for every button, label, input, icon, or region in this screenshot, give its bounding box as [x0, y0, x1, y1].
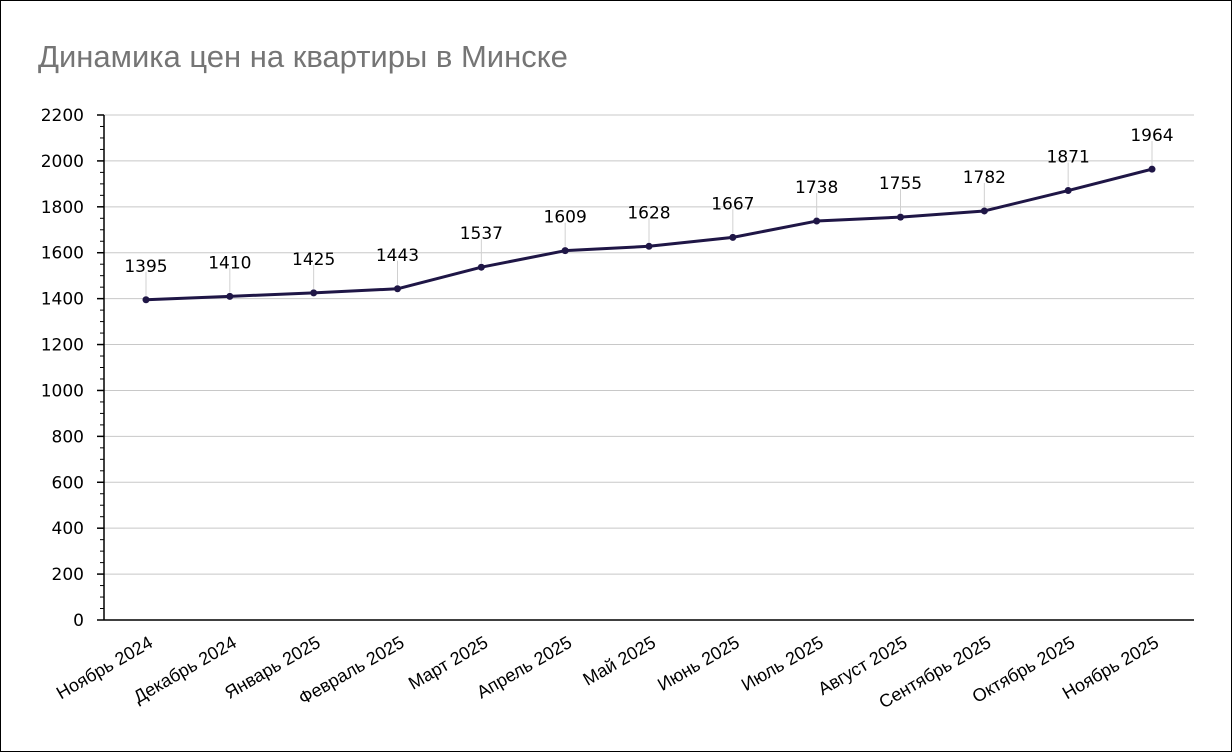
- data-point-12: [1148, 165, 1156, 173]
- data-label-5: 1609: [544, 208, 587, 228]
- data-point-7: [729, 233, 737, 241]
- data-point-2: [310, 289, 318, 297]
- y-tick-label-1800: 1800: [41, 198, 84, 218]
- data-label-10: 1782: [963, 168, 1006, 188]
- data-point-1: [226, 292, 234, 300]
- data-label-3: 1443: [376, 246, 419, 266]
- data-point-0: [142, 296, 150, 304]
- y-tick-label-1200: 1200: [41, 336, 84, 356]
- data-label-7: 1667: [711, 194, 754, 214]
- data-label-2: 1425: [292, 250, 335, 270]
- x-tick-label-6: Май 2025: [579, 632, 659, 689]
- y-tick-label-1000: 1000: [41, 381, 84, 401]
- x-tick-label-12: Ноябрь 2025: [1059, 632, 1162, 703]
- data-label-4: 1537: [460, 224, 503, 244]
- y-tick-label-0: 0: [73, 611, 84, 631]
- y-tick-label-2200: 2200: [41, 106, 84, 126]
- y-tick-label-600: 600: [52, 473, 84, 493]
- chart-title: Динамика цен на квартиры в Минске: [38, 39, 568, 74]
- x-tick-label-5: Апрель 2025: [473, 632, 575, 702]
- data-label-9: 1755: [879, 174, 922, 194]
- data-point-4: [477, 263, 485, 271]
- data-labels: 1395 1410 1425 1443 1537 1609 1628 1667 1738 1755…: [124, 126, 1174, 296]
- data-point-6: [645, 242, 653, 250]
- data-point-9: [897, 213, 904, 221]
- y-tick-label-1600: 1600: [41, 244, 84, 264]
- data-label-11: 1871: [1047, 148, 1090, 168]
- data-point-3: [394, 285, 401, 293]
- x-tick-label-8: Июль 2025: [738, 632, 827, 695]
- data-point-5: [561, 247, 569, 255]
- price-series: [142, 165, 1156, 304]
- y-tick-label-400: 400: [52, 519, 84, 539]
- data-label-1: 1410: [208, 253, 251, 273]
- data-label-8: 1738: [795, 178, 838, 198]
- y-tick-label-200: 200: [52, 565, 84, 585]
- y-tick-label-800: 800: [52, 427, 84, 447]
- y-tick-label-2000: 2000: [41, 152, 84, 172]
- y-tick-label-1400: 1400: [41, 290, 84, 310]
- y-axis: 0 200 400 600 800 1000 1200 1400 1600 1800 2000 220…: [41, 106, 105, 631]
- data-point-10: [980, 207, 988, 215]
- data-point-11: [1064, 187, 1072, 195]
- data-label-6: 1628: [627, 203, 670, 223]
- x-tick-label-7: Июнь 2025: [654, 632, 743, 695]
- data-label-12: 1964: [1130, 126, 1173, 146]
- gridlines: [104, 114, 1194, 575]
- data-point-8: [813, 217, 821, 225]
- data-label-0: 1395: [124, 257, 167, 277]
